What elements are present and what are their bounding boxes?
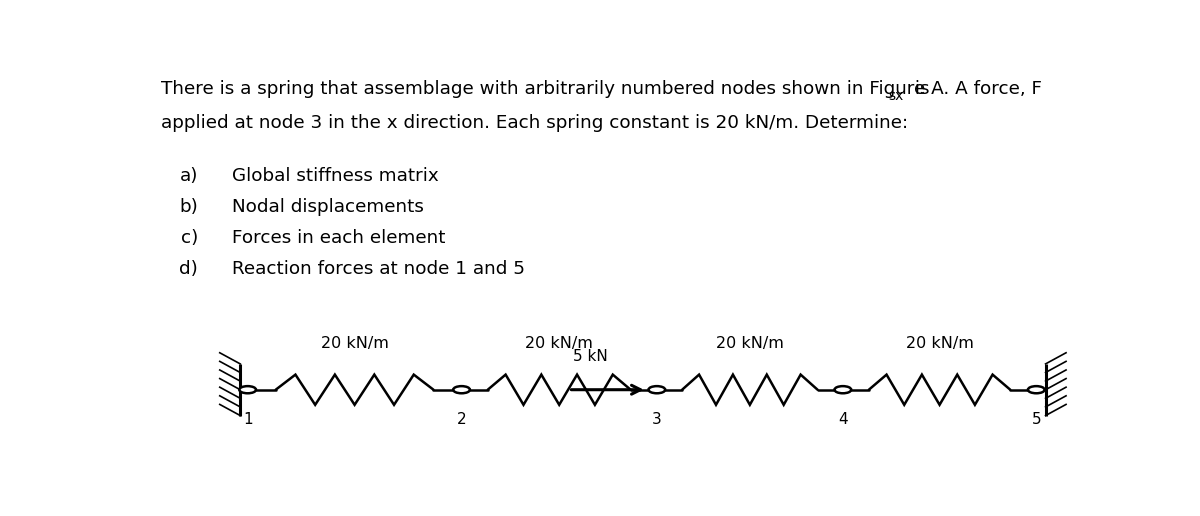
- Text: There is a spring that assemblage with arbitrarily numbered nodes shown in Figur: There is a spring that assemblage with a…: [161, 80, 1042, 98]
- Text: 5: 5: [1032, 412, 1042, 427]
- Text: applied at node 3 in the x direction. Each spring constant is 20 kN/m. Determine: applied at node 3 in the x direction. Ea…: [161, 114, 908, 132]
- Text: 3: 3: [652, 412, 661, 427]
- Text: Global stiffness matrix: Global stiffness matrix: [232, 167, 438, 185]
- Text: sx: sx: [888, 89, 904, 103]
- Text: 1: 1: [242, 412, 252, 427]
- Circle shape: [834, 386, 851, 393]
- Text: 20 kN/m: 20 kN/m: [320, 336, 389, 351]
- Text: 20 kN/m: 20 kN/m: [716, 336, 784, 351]
- Text: d): d): [180, 260, 198, 278]
- Text: c): c): [181, 229, 198, 247]
- Text: b): b): [180, 198, 198, 216]
- Text: Forces in each element: Forces in each element: [232, 229, 445, 247]
- Text: 20 kN/m: 20 kN/m: [526, 336, 593, 351]
- Circle shape: [648, 386, 665, 393]
- Circle shape: [1028, 386, 1045, 393]
- Text: 20 kN/m: 20 kN/m: [906, 336, 973, 351]
- Text: 5 kN: 5 kN: [574, 349, 608, 364]
- Text: Reaction forces at node 1 and 5: Reaction forces at node 1 and 5: [232, 260, 524, 278]
- Text: Nodal displacements: Nodal displacements: [232, 198, 424, 216]
- Text: 2: 2: [457, 412, 467, 427]
- Text: is: is: [908, 80, 929, 98]
- Circle shape: [454, 386, 470, 393]
- Circle shape: [239, 386, 256, 393]
- Text: a): a): [180, 167, 198, 185]
- Text: 4: 4: [838, 412, 847, 427]
